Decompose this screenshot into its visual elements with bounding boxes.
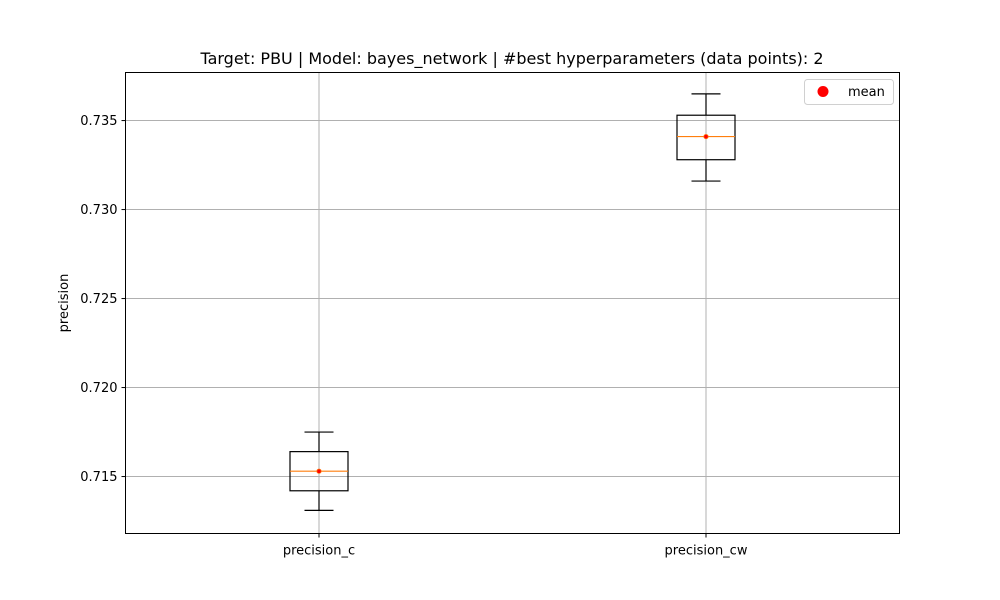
- x-tick-label: precision_c: [283, 544, 355, 559]
- legend-frame: [804, 79, 894, 105]
- plot-area-frame: [125, 72, 900, 534]
- x-tick-label: precision_cw: [665, 544, 748, 559]
- mean-marker: [703, 133, 709, 140]
- boxes: [289, 93, 736, 511]
- grid-lines: [125, 72, 900, 534]
- legend: mean: [804, 79, 894, 105]
- box-precision_cw: [676, 93, 736, 182]
- chart-title: Target: PBU | Model: bayes_network | #be…: [199, 49, 823, 69]
- y-tick-label: 0.735: [80, 114, 117, 129]
- iqr-box: [676, 114, 736, 161]
- y-tick-label: 0.730: [80, 203, 117, 218]
- legend-mean-label: mean: [848, 85, 885, 100]
- box-precision_c: [289, 431, 349, 511]
- legend-mean-marker: [817, 86, 829, 97]
- y-axis-label: precision: [57, 274, 72, 333]
- mean-marker: [316, 468, 322, 474]
- y-tick-label: 0.720: [80, 381, 117, 396]
- y-tick-label: 0.715: [80, 470, 117, 485]
- axis-ticks: 0.715 0.720 0.725 0.730 0.735 precision_c prec…: [80, 114, 748, 558]
- y-tick-label: 0.725: [80, 292, 117, 307]
